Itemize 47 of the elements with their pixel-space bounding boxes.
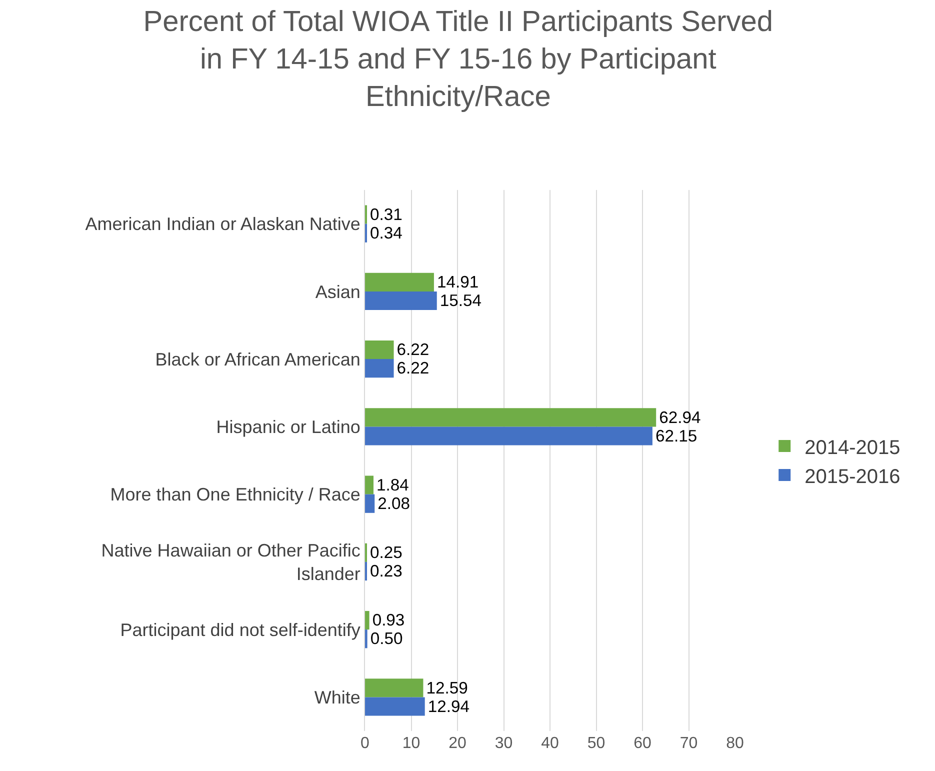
bar	[365, 359, 394, 378]
bar	[365, 697, 425, 716]
data-label: 0.93	[372, 610, 405, 630]
data-label: 6.22	[396, 358, 430, 378]
y-tick-label: Participant did not self-identify	[120, 620, 360, 640]
x-tick-label: 60	[634, 735, 652, 752]
chart-title: Percent of Total WIOA Title II Participants Served in FY 14-15 and FY 15-16 by Participant Ethnicity/Race	[143, 6, 773, 114]
bar	[365, 494, 375, 513]
data-label: 2.08	[378, 494, 410, 513]
y-tick-label: Hispanic or Latino	[216, 416, 360, 437]
x-tick-label: 10	[402, 735, 420, 752]
x-tick-label: 20	[448, 735, 466, 752]
x-tick-label: 80	[726, 735, 744, 752]
data-label: 12.94	[428, 696, 470, 716]
legend-label: 2014-2015	[804, 436, 900, 459]
x-tick-label: 70	[680, 735, 698, 752]
y-tick-label: American Indian or Alaskan Native	[85, 214, 360, 234]
x-tick-label: 40	[541, 735, 559, 752]
bar	[365, 678, 424, 698]
data-label: 6.22	[396, 340, 430, 360]
bar	[365, 340, 394, 360]
data-label: 62.15	[655, 426, 698, 446]
data-label: 62.94	[659, 408, 701, 427]
bar	[365, 476, 374, 494]
data-label: 0.34	[370, 223, 402, 242]
data-label: 12.59	[426, 678, 468, 698]
x-tick-label: 50	[587, 735, 606, 752]
legend-label: 2015-2016	[804, 466, 900, 488]
bar	[365, 291, 437, 310]
bar	[365, 610, 370, 630]
data-label: 0.25	[370, 543, 402, 562]
y-tick-label: More than One Ethnicity / Race	[110, 484, 360, 505]
data-label: 14.91	[436, 272, 479, 292]
bar	[365, 426, 652, 446]
data-label: 0.23	[370, 562, 402, 581]
y-tick-label: Native Hawaiian or Other Pacific Islander	[101, 540, 360, 584]
data-label: 0.50	[370, 629, 403, 648]
y-tick-label: White	[314, 687, 360, 708]
x-tick-label: 0	[360, 735, 370, 752]
bar	[365, 272, 434, 292]
data-label: 1.84	[376, 475, 409, 494]
bar	[365, 408, 656, 427]
y-tick-label: Black or African American	[155, 349, 360, 370]
data-label: 0.31	[370, 204, 402, 224]
data-label: 15.54	[440, 291, 482, 310]
x-tick-label: 30	[494, 735, 513, 752]
y-tick-label: Asian	[315, 282, 360, 302]
